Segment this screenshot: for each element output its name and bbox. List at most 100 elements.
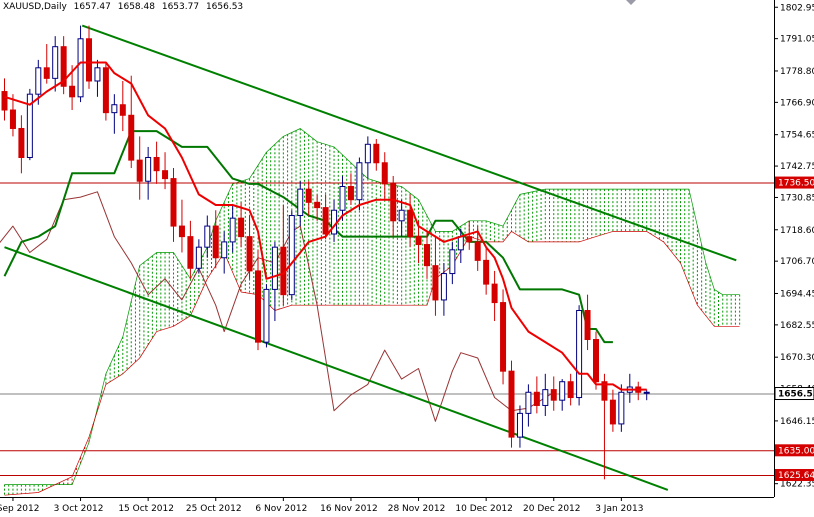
horizontal-lines bbox=[0, 182, 774, 476]
candle bbox=[255, 249, 261, 351]
y-tick-label: 1791.05 bbox=[780, 35, 814, 45]
x-tick-label: 25 Oct 2012 bbox=[186, 504, 242, 514]
candle-body bbox=[576, 309, 583, 399]
candle bbox=[474, 226, 481, 271]
candle bbox=[609, 389, 616, 432]
candle-body bbox=[466, 236, 473, 243]
price-axis: 1802.95 1791.05 1778.80 1766.90 1754.65 1742.… bbox=[774, 0, 814, 517]
y-tick-label: 1682.55 bbox=[780, 321, 814, 331]
symbol-label: XAUUSD,Daily bbox=[3, 2, 67, 12]
chikou-span bbox=[0, 191, 555, 422]
x-tick-label: 10 Dec 2012 bbox=[455, 504, 513, 514]
candle-body bbox=[440, 273, 447, 301]
candle bbox=[212, 210, 219, 269]
candle bbox=[508, 360, 515, 448]
candle-body bbox=[119, 104, 126, 116]
high-value: 1658.48 bbox=[117, 2, 155, 12]
y-tick-label: 1802.95 bbox=[780, 3, 814, 13]
candle-body bbox=[381, 162, 388, 185]
candle-body bbox=[255, 270, 261, 343]
candle-body bbox=[246, 236, 253, 272]
time-axis-background bbox=[0, 497, 774, 517]
level-tag bbox=[775, 468, 814, 481]
candle bbox=[390, 175, 397, 237]
candle bbox=[364, 136, 371, 179]
candle bbox=[136, 136, 143, 200]
candle-body bbox=[601, 381, 608, 401]
chikou-line bbox=[0, 191, 555, 422]
candle bbox=[102, 62, 109, 121]
candle-body bbox=[491, 283, 498, 304]
axis-background bbox=[774, 0, 814, 517]
x-tick-label: 3 Oct 2012 bbox=[54, 504, 104, 514]
candle-body bbox=[178, 225, 185, 238]
candle bbox=[305, 181, 312, 216]
tenkan-line bbox=[4, 61, 647, 391]
candle bbox=[483, 247, 490, 295]
candle bbox=[500, 289, 507, 385]
candle bbox=[635, 381, 642, 401]
candle-body bbox=[390, 183, 397, 222]
candle-body bbox=[195, 246, 202, 269]
y-tick-label: 1694.45 bbox=[780, 289, 814, 299]
candle bbox=[170, 168, 177, 242]
candle-body bbox=[238, 217, 245, 238]
y-tick-label: 1742.75 bbox=[780, 162, 814, 172]
candle bbox=[567, 373, 574, 406]
candle bbox=[542, 373, 549, 417]
candle-body bbox=[111, 104, 118, 114]
candle bbox=[9, 94, 16, 137]
trend-channel bbox=[4, 24, 737, 491]
low-value: 1653.77 bbox=[161, 2, 200, 12]
candle bbox=[356, 157, 363, 211]
y-tick-label: 1670.30 bbox=[780, 353, 814, 363]
candle bbox=[601, 373, 608, 480]
candle bbox=[626, 373, 633, 403]
candle-body bbox=[500, 302, 507, 372]
candle bbox=[271, 241, 278, 322]
candle-body bbox=[415, 236, 422, 246]
senkou-span-b bbox=[4, 231, 740, 496]
candle-body bbox=[457, 236, 464, 251]
candle-body bbox=[508, 370, 515, 438]
candle-body bbox=[559, 381, 566, 401]
candle bbox=[466, 220, 473, 250]
candle-body bbox=[86, 38, 92, 82]
candle-body bbox=[593, 339, 599, 383]
y-tick-label: 1718.60 bbox=[780, 226, 814, 236]
candle-body bbox=[347, 186, 354, 201]
candle-body bbox=[407, 209, 414, 238]
candle bbox=[288, 210, 295, 300]
candle-body bbox=[1, 91, 8, 111]
candle bbox=[145, 146, 152, 200]
candle bbox=[128, 75, 135, 169]
candle-body bbox=[364, 143, 371, 164]
candle bbox=[297, 181, 304, 227]
candle bbox=[86, 25, 92, 89]
candle bbox=[26, 88, 33, 161]
candle-body bbox=[643, 391, 650, 394]
candle bbox=[322, 194, 329, 240]
candle-body bbox=[331, 209, 338, 235]
candle-body bbox=[153, 156, 160, 172]
candle-body bbox=[18, 127, 25, 158]
chart-shift-icon[interactable] bbox=[626, 0, 636, 5]
x-tick-label: 28 Nov 2012 bbox=[388, 504, 446, 514]
candle bbox=[314, 194, 321, 221]
x-tick-label: 6 Nov 2012 bbox=[255, 504, 307, 514]
y-tick-label: 1778.80 bbox=[780, 67, 814, 77]
candle-body bbox=[550, 389, 557, 401]
x-tick-label: 20 Dec 2012 bbox=[523, 504, 581, 514]
candle-body bbox=[356, 162, 363, 201]
close-value: 1656.53 bbox=[205, 2, 244, 12]
candle bbox=[204, 215, 211, 258]
candle-body bbox=[305, 188, 312, 203]
candle-body bbox=[533, 391, 540, 406]
candle bbox=[643, 389, 650, 401]
candle bbox=[187, 220, 194, 279]
candle-body bbox=[69, 85, 76, 98]
candle-body bbox=[449, 249, 456, 275]
y-tick-label: 1730.85 bbox=[780, 193, 814, 203]
candle-body bbox=[263, 288, 270, 343]
